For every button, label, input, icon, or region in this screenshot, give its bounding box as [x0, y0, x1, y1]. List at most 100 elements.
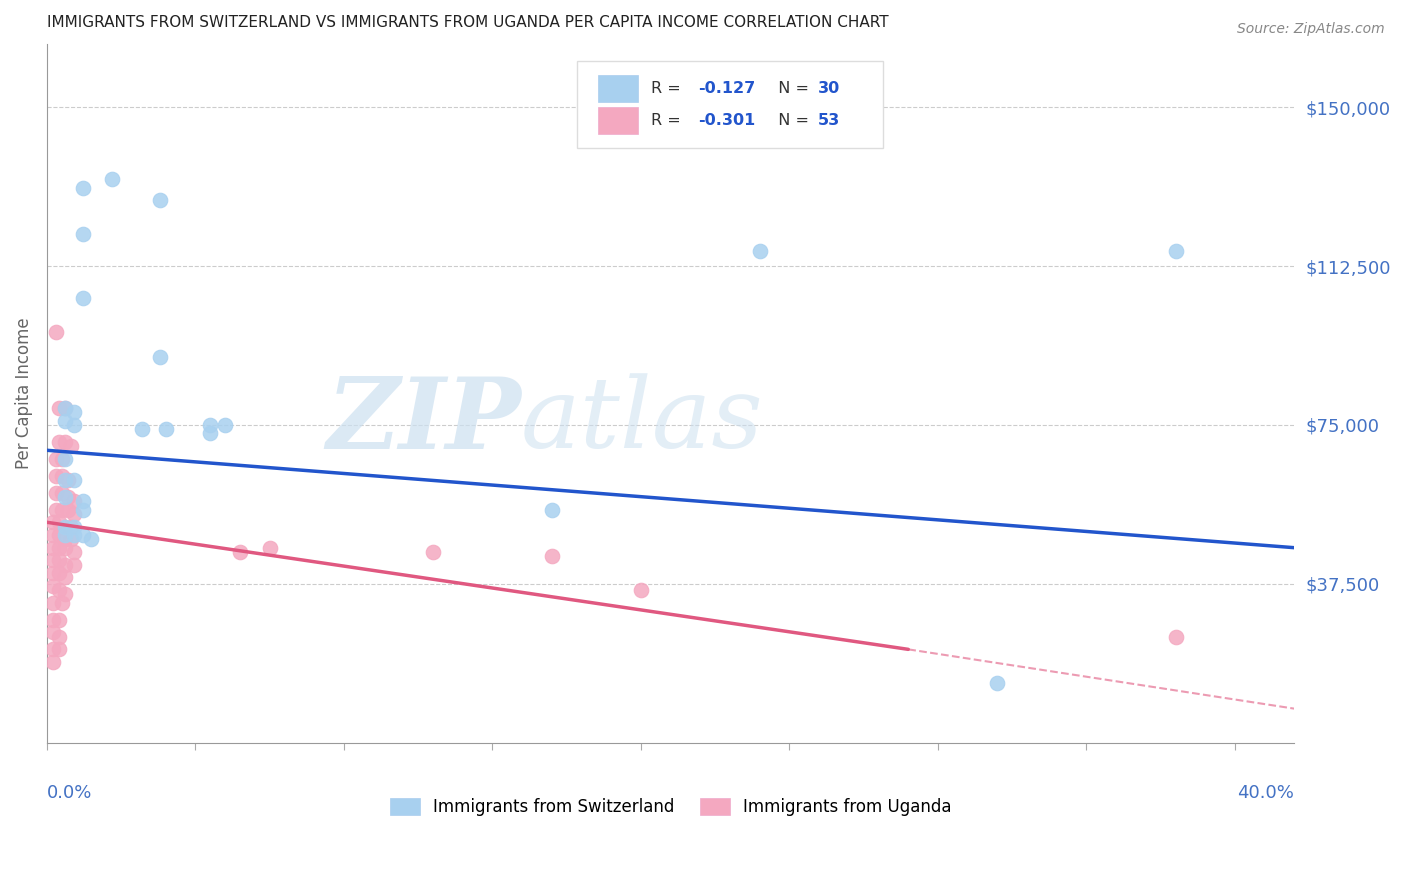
Point — [72, 528, 94, 542]
Point — [53, 587, 76, 601]
Point — [48, 553, 70, 567]
Point — [62, 507, 84, 521]
Point — [62, 405, 84, 419]
Point — [155, 422, 177, 436]
Point — [48, 642, 70, 657]
Point — [131, 422, 153, 436]
Point — [72, 291, 94, 305]
Text: 30: 30 — [818, 81, 841, 96]
Point — [48, 613, 70, 627]
Point — [48, 528, 70, 542]
Point — [51, 485, 73, 500]
Point — [214, 417, 236, 432]
Point — [62, 417, 84, 432]
Text: N =: N = — [768, 81, 814, 96]
Point — [62, 528, 84, 542]
Point — [53, 473, 76, 487]
Point — [56, 502, 79, 516]
Point — [42, 541, 65, 555]
Point — [42, 516, 65, 530]
Text: IMMIGRANTS FROM SWITZERLAND VS IMMIGRANTS FROM UGANDA PER CAPITA INCOME CORRELAT: IMMIGRANTS FROM SWITZERLAND VS IMMIGRANT… — [46, 15, 889, 30]
Point — [422, 545, 444, 559]
Point — [229, 545, 252, 559]
Point — [53, 558, 76, 572]
Y-axis label: Per Capita Income: Per Capita Income — [15, 318, 32, 469]
Point — [62, 558, 84, 572]
Text: Source: ZipAtlas.com: Source: ZipAtlas.com — [1237, 22, 1385, 37]
Point — [59, 439, 82, 453]
FancyBboxPatch shape — [576, 62, 883, 148]
Point — [48, 630, 70, 644]
Point — [42, 655, 65, 669]
Point — [42, 579, 65, 593]
Point — [53, 490, 76, 504]
Point — [42, 625, 65, 640]
Point — [42, 528, 65, 542]
Point — [48, 582, 70, 597]
Point — [45, 468, 67, 483]
Point — [45, 485, 67, 500]
Point — [51, 451, 73, 466]
Point — [42, 642, 65, 657]
Text: 40.0%: 40.0% — [1237, 784, 1295, 803]
Point — [53, 533, 76, 547]
Text: atlas: atlas — [522, 374, 763, 468]
Point — [53, 414, 76, 428]
Point — [72, 227, 94, 242]
Point — [540, 549, 562, 564]
Text: 0.0%: 0.0% — [46, 784, 93, 803]
Point — [42, 566, 65, 581]
Point — [42, 596, 65, 610]
Point — [53, 570, 76, 584]
Point — [259, 541, 281, 555]
Point — [42, 613, 65, 627]
Point — [62, 545, 84, 559]
Point — [48, 541, 70, 555]
Point — [72, 180, 94, 194]
Point — [62, 519, 84, 533]
Point — [53, 519, 76, 533]
Text: R =: R = — [651, 81, 686, 96]
Legend: Immigrants from Switzerland, Immigrants from Uganda: Immigrants from Switzerland, Immigrants … — [381, 789, 960, 824]
Point — [80, 533, 103, 547]
Point — [48, 434, 70, 449]
Point — [748, 244, 770, 259]
Text: -0.127: -0.127 — [699, 81, 755, 96]
Point — [630, 582, 652, 597]
Point — [540, 502, 562, 516]
Point — [149, 194, 172, 208]
Point — [48, 566, 70, 581]
Point — [45, 451, 67, 466]
Point — [53, 401, 76, 415]
Point — [51, 502, 73, 516]
Point — [200, 417, 222, 432]
Bar — [599, 75, 638, 102]
Point — [149, 350, 172, 364]
Point — [56, 473, 79, 487]
Point — [45, 502, 67, 516]
Point — [53, 451, 76, 466]
Point — [1164, 244, 1187, 259]
Text: 53: 53 — [818, 113, 841, 128]
Point — [45, 325, 67, 339]
Bar — [599, 107, 638, 134]
Text: N =: N = — [768, 113, 814, 128]
Point — [51, 468, 73, 483]
Point — [72, 494, 94, 508]
Point — [53, 519, 76, 533]
Point — [62, 494, 84, 508]
Point — [62, 473, 84, 487]
Point — [200, 426, 222, 441]
Text: -0.301: -0.301 — [699, 113, 755, 128]
Point — [48, 401, 70, 415]
Point — [53, 528, 76, 542]
Point — [56, 490, 79, 504]
Text: ZIP: ZIP — [326, 373, 522, 469]
Point — [53, 541, 76, 555]
Point — [101, 172, 124, 186]
Point — [53, 401, 76, 415]
Point — [72, 502, 94, 516]
Point — [59, 533, 82, 547]
Point — [53, 434, 76, 449]
Point — [1164, 630, 1187, 644]
